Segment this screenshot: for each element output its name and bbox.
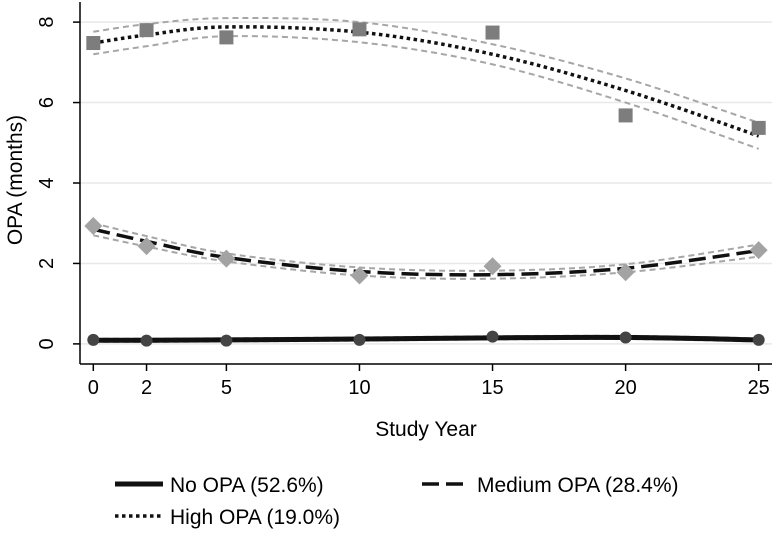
fitted-line-no-opa <box>93 334 759 343</box>
marker-medium-opa-year-10 <box>350 266 369 285</box>
x-axis-title: Study Year <box>375 418 477 441</box>
marker-high-opa-year-2 <box>139 23 154 38</box>
y-tick-label-6: 6 <box>36 97 58 108</box>
marker-medium-opa-year-20 <box>616 263 635 282</box>
y-axis-title: OPA (months) <box>4 115 27 245</box>
marker-high-opa-year-20 <box>618 108 633 123</box>
marker-no-opa-year-25 <box>752 333 765 346</box>
x-tick-label-10: 10 <box>348 377 370 399</box>
marker-medium-opa-year-5 <box>217 249 236 268</box>
x-tick-label-0: 0 <box>88 377 99 399</box>
marker-medium-opa-year-2 <box>137 237 156 256</box>
marker-medium-opa-year-25 <box>749 241 768 260</box>
y-tick-label-4: 4 <box>36 177 58 188</box>
x-tick-label-5: 5 <box>221 377 232 399</box>
marker-no-opa-year-10 <box>353 333 366 346</box>
ci-lower-high-opa <box>93 35 760 150</box>
gridlines <box>80 21 772 345</box>
y-tick-label-8: 8 <box>36 17 58 28</box>
legend-label-high-opa: High OPA (19.0%) <box>170 506 340 529</box>
marker-high-opa-year-5 <box>219 30 234 45</box>
marker-no-opa-year-0 <box>87 333 100 346</box>
y-tick-label-0: 0 <box>36 338 58 349</box>
ci-lower-medium-opa <box>93 234 759 280</box>
legend: No OPA (52.6%) Medium OPA (28.4%) High O… <box>115 474 679 529</box>
marker-no-opa-year-15 <box>486 330 499 343</box>
ci-upper-medium-opa <box>93 222 759 272</box>
marker-no-opa-year-20 <box>619 331 632 344</box>
fitted-line-high-opa <box>93 25 760 138</box>
marker-medium-opa-year-15 <box>483 257 502 276</box>
observed-markers <box>84 22 768 347</box>
marker-medium-opa-year-0 <box>84 217 103 236</box>
x-tick-label-2: 2 <box>141 377 152 399</box>
x-tick-label-20: 20 <box>614 377 636 399</box>
marker-high-opa-year-0 <box>86 36 101 51</box>
marker-high-opa-year-10 <box>352 22 367 37</box>
marker-no-opa-year-5 <box>220 334 233 347</box>
marker-high-opa-year-15 <box>485 25 500 40</box>
legend-label-medium-opa: Medium OPA (28.4%) <box>477 474 679 497</box>
marker-no-opa-year-2 <box>140 334 153 347</box>
legend-label-no-opa: No OPA (52.6%) <box>170 474 324 497</box>
marker-high-opa-year-25 <box>751 120 766 135</box>
y-tick-label-2: 2 <box>36 258 58 269</box>
x-tick-label-25: 25 <box>748 377 770 399</box>
x-tick-label-15: 15 <box>481 377 503 399</box>
ci-upper-high-opa <box>93 16 760 124</box>
